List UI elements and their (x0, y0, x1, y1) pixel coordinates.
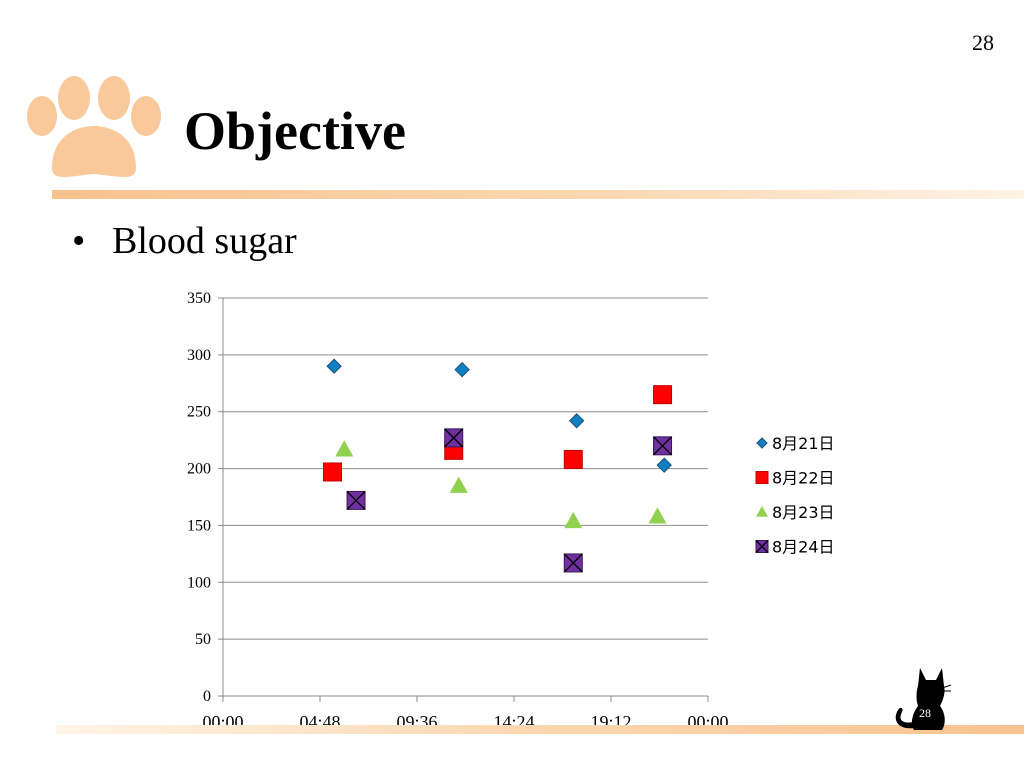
data-point-series-1 (656, 457, 672, 473)
data-point-series-4 (653, 436, 673, 456)
data-point-series-3 (564, 511, 583, 529)
legend-marker-series-1 (756, 437, 768, 449)
y-tick-label: 0 (203, 688, 211, 705)
paw-toe-inner-left (58, 76, 90, 120)
y-tick-label: 150 (187, 517, 211, 534)
bullet-text: Blood sugar (112, 220, 297, 262)
legend-marker-series-3 (756, 506, 768, 517)
paw-toe-outer-right (131, 96, 161, 136)
data-point-series-1 (454, 361, 470, 378)
data-point-series-4 (444, 428, 464, 448)
legend-marker-series-4 (755, 540, 769, 553)
slide-page-number: 28 (972, 30, 994, 55)
slide-title: Objective (184, 101, 406, 161)
data-point-series-3 (335, 440, 354, 457)
paw-toe-inner-right (98, 76, 130, 120)
data-point-series-1 (326, 358, 342, 374)
footer-page-number: 28 (919, 706, 931, 720)
footer-rule (56, 725, 1024, 734)
cat-silhouette (895, 668, 945, 730)
title-underline-rule (52, 190, 1024, 199)
legend-label-series-1: 8月21日 (772, 434, 835, 453)
data-point-series-3 (648, 507, 667, 524)
paw-toe-outer-left (27, 96, 57, 136)
y-tick-label: 300 (187, 347, 211, 364)
data-point-series-4 (346, 490, 366, 510)
paw-print-shapes (27, 76, 161, 177)
y-tick-label: 250 (187, 404, 211, 421)
paw-pad (52, 126, 136, 177)
y-tick-label: 350 (187, 290, 211, 307)
legend-label-series-2: 8月22日 (772, 469, 835, 488)
bullet-item: • Blood sugar (72, 222, 297, 260)
data-point-series-4 (563, 553, 583, 573)
data-point-series-1 (568, 413, 585, 429)
data-point-series-2 (563, 449, 583, 469)
legend-marker-series-2 (755, 471, 769, 484)
data-point-series-3 (449, 476, 468, 493)
y-tick-label: 200 (187, 461, 211, 478)
bullet-dot: • (72, 220, 86, 262)
black-cat-icon (895, 668, 952, 730)
data-point-series-2 (653, 385, 673, 405)
legend-label-series-3: 8月23日 (772, 503, 835, 522)
cat-whiskers (941, 684, 952, 692)
y-tick-label: 100 (187, 574, 211, 591)
data-point-series-2 (322, 462, 342, 482)
paw-print-icon (27, 76, 161, 177)
legend-label-series-4: 8月24日 (772, 538, 835, 557)
y-tick-label: 50 (195, 631, 211, 648)
